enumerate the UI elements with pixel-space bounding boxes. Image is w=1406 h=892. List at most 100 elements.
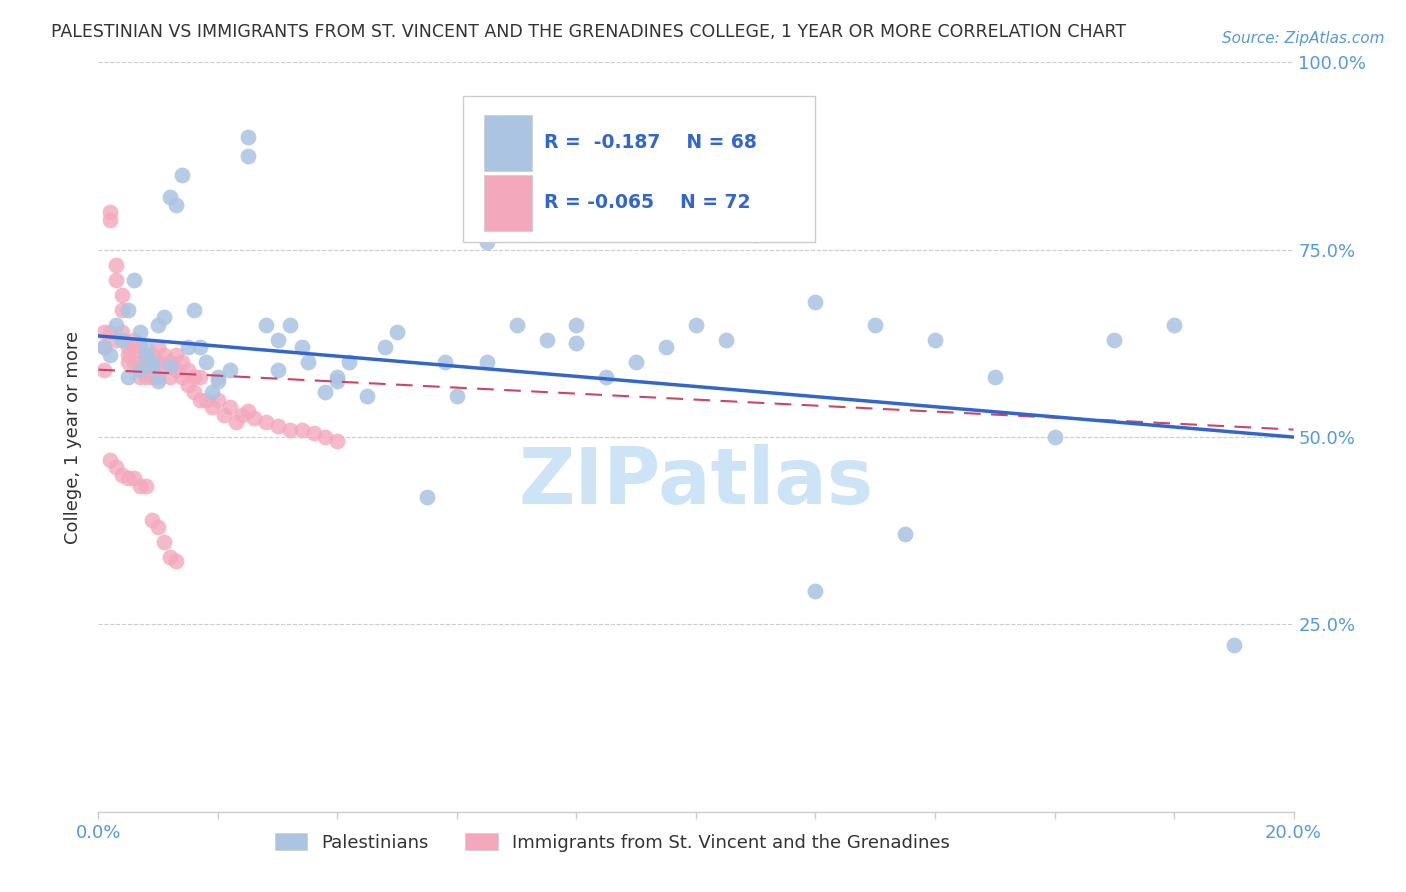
Point [124,471,146,485]
Point [326,370,349,384]
Point [655,340,678,354]
Point [1223,639,1246,653]
Point [207,374,229,388]
Point [141,355,163,369]
Point [98,348,122,362]
Point [434,355,457,369]
Point [236,130,259,145]
Point [111,333,134,347]
Point [135,340,157,354]
Point [111,302,134,317]
Point [195,392,218,407]
Point [254,415,277,429]
Point [148,340,170,354]
Point [195,355,218,369]
Point [446,389,468,403]
Point [93,325,115,339]
Point [148,520,170,534]
Point [506,318,529,332]
Point [183,302,205,317]
Point [291,340,314,354]
Point [1104,333,1126,347]
Point [124,340,146,354]
Point [475,235,498,250]
Point [135,479,157,493]
Point [105,460,128,475]
Point [326,374,349,388]
Point [93,340,115,354]
Point [219,362,242,376]
Point [165,198,187,212]
Point [153,359,176,373]
Point [135,370,157,384]
Point [201,385,224,400]
Point [254,318,277,332]
Point [315,430,337,444]
Point [177,377,200,392]
Point [98,205,122,219]
Point [165,348,187,362]
Point [231,408,253,422]
Point [207,370,229,384]
Point [924,333,946,347]
Point [148,374,170,388]
Point [183,370,205,384]
Point [177,340,200,354]
Point [117,471,139,485]
Point [98,212,122,227]
Point [595,370,617,384]
Point [141,359,163,373]
Point [267,362,290,376]
Point [135,348,157,362]
Point [117,348,139,362]
Point [326,434,349,448]
Point [129,325,152,339]
Point [124,333,146,347]
Point [98,452,122,467]
Point [356,389,378,403]
Point [865,318,887,332]
Point [141,370,163,384]
Point [153,535,176,549]
Point [172,355,194,369]
Point [894,527,917,541]
Point [153,348,176,362]
Point [291,423,314,437]
Point [93,340,115,354]
Point [172,168,194,182]
Point [129,362,152,376]
Point [129,340,152,354]
Point [385,325,409,339]
Point [201,400,224,414]
Point [141,359,163,373]
Point [804,583,827,598]
Point [159,549,181,564]
Point [159,190,181,204]
Point [148,355,170,369]
Point [159,370,181,384]
Legend: Palestinians, Immigrants from St. Vincent and the Grenadines: Palestinians, Immigrants from St. Vincen… [267,826,957,859]
Point [172,370,194,384]
Point [626,355,648,369]
Point [141,512,163,526]
Text: R =  -0.187    N = 68: R = -0.187 N = 68 [544,133,756,153]
Point [714,333,737,347]
Y-axis label: College, 1 year or more: College, 1 year or more [65,331,83,543]
Point [1043,430,1066,444]
Point [416,490,439,504]
Point [745,227,768,242]
Point [984,370,1007,384]
Point [117,370,139,384]
Point [141,348,163,362]
FancyBboxPatch shape [485,115,533,171]
Point [278,423,301,437]
Point [148,370,170,384]
Point [236,404,259,418]
Point [339,355,361,369]
Point [129,479,152,493]
Point [374,340,396,354]
Point [267,418,290,433]
Point [153,310,176,325]
Text: ZIPatlas: ZIPatlas [519,444,873,520]
Point [188,340,211,354]
